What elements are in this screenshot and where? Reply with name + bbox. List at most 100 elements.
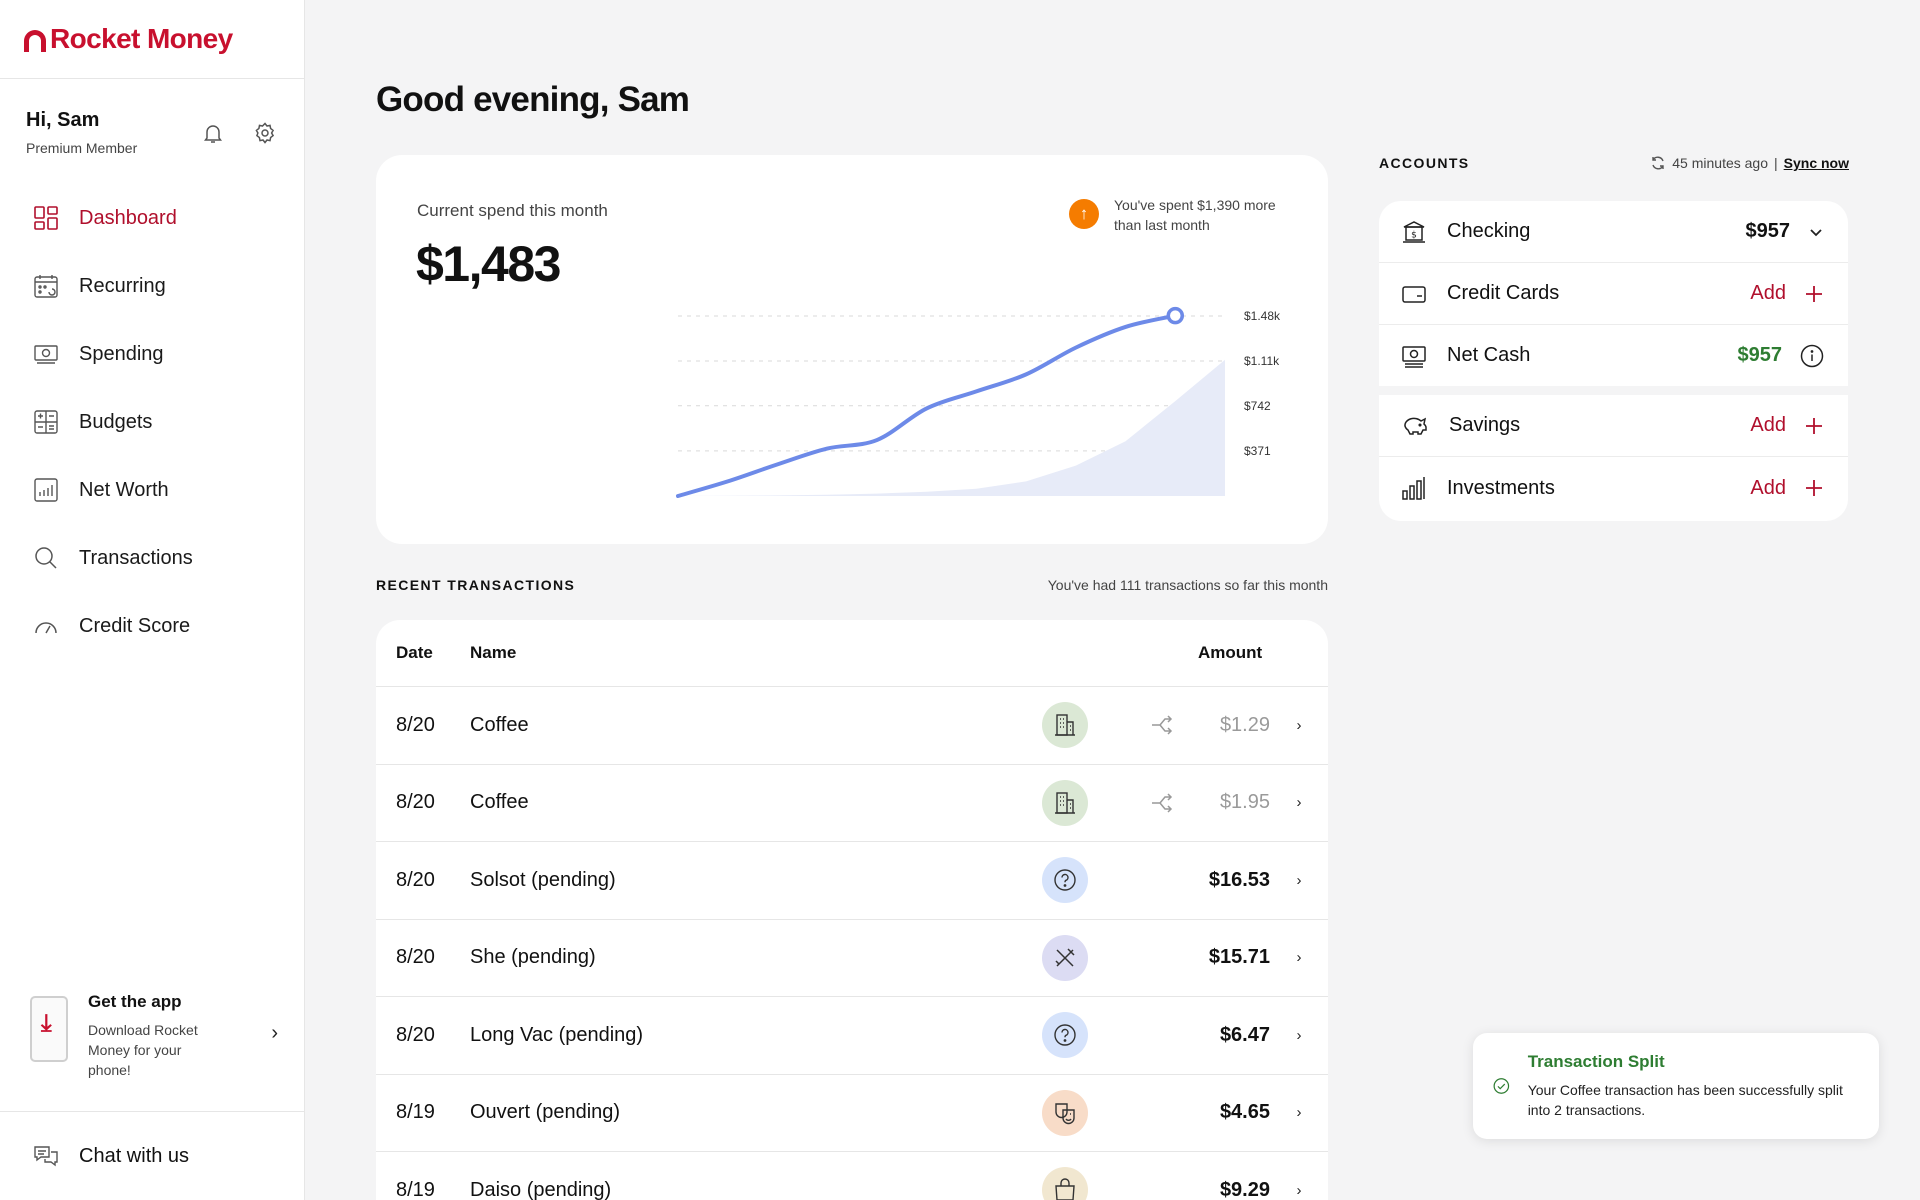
account-credit-cards[interactable]: Credit Cards Add xyxy=(1379,263,1848,325)
header-date[interactable]: Date xyxy=(396,643,433,662)
spend-comparison: ↑ You've spent $1,390 more than last mon… xyxy=(1069,195,1294,235)
chart-y-tick: $1.48k xyxy=(1244,309,1281,323)
plus-icon[interactable] xyxy=(1804,416,1824,436)
tx-amount: $4.65 xyxy=(1219,1101,1270,1124)
chart-current-month-line xyxy=(676,313,1178,498)
nav-budgets[interactable]: Budgets xyxy=(0,388,304,456)
nav-dashboard[interactable]: Dashboard xyxy=(0,184,304,252)
bar-chart-icon xyxy=(34,478,58,502)
add-credit-card-button[interactable]: Add xyxy=(1750,282,1786,304)
user-panel: Hi, Sam Premium Member xyxy=(0,79,304,178)
chevron-right-icon: › xyxy=(1296,716,1302,734)
account-name: Checking xyxy=(1447,220,1531,242)
card-icon xyxy=(1402,285,1426,303)
sync-time: 45 minutes ago xyxy=(1672,155,1768,171)
account-value: $957 xyxy=(1745,220,1791,242)
table-row[interactable]: 8/20 Long Vac (pending) $6.47 › xyxy=(376,997,1328,1075)
table-row[interactable]: 8/20 She (pending) $15.71 › xyxy=(376,920,1328,997)
table-row[interactable]: 8/19 Ouvert (pending) $4.65 › xyxy=(376,1075,1328,1152)
spend-note: You've spent $1,390 more than last month xyxy=(1114,197,1276,233)
chat-with-us-button[interactable]: Chat with us xyxy=(0,1111,304,1200)
info-icon[interactable] xyxy=(1800,344,1824,368)
chart-y-tick: $742 xyxy=(1244,399,1271,413)
sync-now-link[interactable]: Sync now xyxy=(1783,155,1849,171)
nav-credit-score[interactable]: Credit Score xyxy=(0,592,304,660)
header-amount[interactable]: Amount xyxy=(1198,643,1263,662)
money-icon xyxy=(34,345,58,364)
nav-transactions[interactable]: Transactions xyxy=(0,524,304,592)
get-app-promo[interactable]: ⤓ Get the app Download Rocket Money for … xyxy=(0,980,304,1090)
tx-amount: $1.29 xyxy=(1219,713,1270,736)
tx-name: Coffee xyxy=(470,791,529,814)
split-icon xyxy=(1152,715,1173,735)
plus-icon[interactable] xyxy=(1804,284,1824,304)
transaction-split-toast[interactable]: Transaction Split Your Coffee transactio… xyxy=(1473,1033,1879,1139)
chevron-right-icon: › xyxy=(1296,871,1302,889)
dashboard-icon xyxy=(34,206,58,230)
recent-transactions-title: RECENT TRANSACTIONS xyxy=(376,577,576,593)
cash-icon xyxy=(1402,345,1426,368)
tx-name: She (pending) xyxy=(470,946,596,969)
spend-card[interactable]: Current spend this month $1,483 ↑ You've… xyxy=(376,155,1328,544)
transactions-table: Date Name Amount 8/20 Coffee $1.29 › 8/20 Cof… xyxy=(376,620,1328,1200)
chat-icon xyxy=(34,1146,58,1167)
phone-download-icon: ⤓ xyxy=(30,996,68,1062)
logo[interactable]: Rocket Money xyxy=(0,0,304,79)
sync-status: 45 minutes ago | Sync now xyxy=(1650,155,1849,171)
tx-date: 8/20 xyxy=(396,791,435,814)
promo-title: Get the app xyxy=(88,992,182,1011)
tx-date: 8/20 xyxy=(396,713,435,736)
account-name: Investments xyxy=(1447,476,1555,499)
notifications-button[interactable] xyxy=(200,120,226,146)
table-row[interactable]: 8/19 Daiso (pending) $9.29 › xyxy=(376,1152,1328,1200)
building-icon xyxy=(1042,702,1088,749)
toast-message: Your Coffee transaction has been success… xyxy=(1527,1082,1843,1118)
tx-amount: $1.95 xyxy=(1219,791,1270,814)
plus-icon[interactable] xyxy=(1804,478,1824,498)
nav-spending[interactable]: Spending xyxy=(0,320,304,388)
settings-button[interactable] xyxy=(252,120,278,146)
accounts-title: ACCOUNTS xyxy=(1379,155,1470,171)
tx-split-indicator xyxy=(1140,712,1184,738)
toast-title: Transaction Split xyxy=(1527,1052,1665,1071)
question-icon xyxy=(1042,857,1088,904)
bar-chart-icon xyxy=(1402,477,1425,500)
chevron-right-icon: › xyxy=(1296,1026,1302,1044)
chevron-down-icon[interactable] xyxy=(1808,224,1824,240)
header-name[interactable]: Name xyxy=(470,643,517,662)
table-row[interactable]: 8/20 Coffee $1.29 › xyxy=(376,687,1328,765)
tx-name: Ouvert (pending) xyxy=(470,1101,621,1124)
tx-date: 8/20 xyxy=(396,1023,435,1046)
tx-amount: $15.71 xyxy=(1208,946,1270,969)
chart-y-tick: $1.11k xyxy=(1244,354,1280,368)
tx-date: 8/19 xyxy=(396,1101,435,1124)
account-savings[interactable]: Savings Add xyxy=(1379,395,1848,457)
add-investment-button[interactable]: Add xyxy=(1750,476,1786,499)
tx-date: 8/20 xyxy=(396,946,435,969)
check-circle-icon xyxy=(1493,1078,1510,1094)
table-row[interactable]: 8/20 Coffee $1.95 › xyxy=(376,765,1328,842)
table-row[interactable]: 8/20 Solsot (pending) $16.53 › xyxy=(376,842,1328,920)
user-greeting: Hi, Sam xyxy=(26,109,100,131)
tx-name: Daiso (pending) xyxy=(470,1178,612,1200)
logo-mark-icon xyxy=(24,30,46,52)
nav-net-worth[interactable]: Net Worth xyxy=(0,456,304,524)
theater-icon xyxy=(1042,1089,1088,1136)
account-investments[interactable]: Investments Add xyxy=(1379,457,1848,519)
logo-text: Rocket Money xyxy=(50,23,233,54)
add-savings-button[interactable]: Add xyxy=(1750,414,1786,436)
accounts-card: $ Checking $957 Credit Cards Add Net Cas… xyxy=(1379,201,1848,521)
account-checking[interactable]: $ Checking $957 xyxy=(1379,201,1848,263)
bag-icon xyxy=(1042,1167,1088,1200)
chevron-right-icon: › xyxy=(1296,794,1302,812)
nav-label: Dashboard xyxy=(79,206,177,229)
nav-recurring[interactable]: Recurring xyxy=(0,252,304,320)
recent-transactions-header: RECENT TRANSACTIONS You've had 111 trans… xyxy=(376,577,1328,593)
account-net-cash[interactable]: Net Cash $957 xyxy=(1379,325,1848,395)
tx-amount: $9.29 xyxy=(1219,1178,1270,1200)
question-icon xyxy=(1042,1012,1088,1059)
transaction-count: You've had 111 transactions so far this … xyxy=(1047,577,1328,593)
bell-icon xyxy=(204,124,222,143)
chart-current-point[interactable] xyxy=(1166,306,1185,325)
nav-label: Recurring xyxy=(79,274,166,297)
